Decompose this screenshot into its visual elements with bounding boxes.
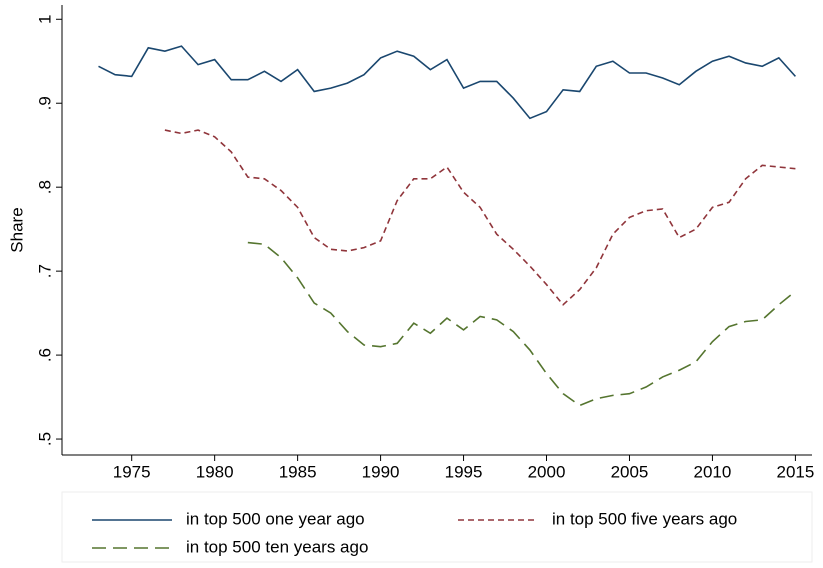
x-tick-label: 2000 — [528, 462, 566, 481]
series-line — [98, 45, 797, 120]
x-tick-label: 1985 — [279, 462, 317, 481]
x-tick-label: 1975 — [113, 462, 151, 481]
legend-box — [61, 491, 813, 563]
series-line — [247, 241, 796, 407]
x-tick-label: 2005 — [611, 462, 649, 481]
legend-label: in top 500 five years ago — [552, 509, 737, 528]
x-tick-label: 2015 — [776, 462, 814, 481]
y-tick-label: .6 — [35, 348, 54, 362]
legend-label: in top 500 one year ago — [186, 509, 365, 528]
y-tick-label: .8 — [35, 180, 54, 194]
y-tick-label: 1 — [35, 15, 54, 24]
y-tick-label: .5 — [35, 432, 54, 446]
x-tick-label: 1980 — [196, 462, 234, 481]
legend-label: in top 500 ten years ago — [186, 537, 368, 556]
x-tick-label: 1995 — [445, 462, 483, 481]
x-tick-label: 2010 — [694, 462, 732, 481]
y-tick-label: .9 — [35, 96, 54, 110]
x-tick-label: 1990 — [362, 462, 400, 481]
series-line — [164, 129, 796, 306]
y-axis-label: Share — [7, 207, 26, 252]
y-tick-label: .7 — [35, 264, 54, 278]
